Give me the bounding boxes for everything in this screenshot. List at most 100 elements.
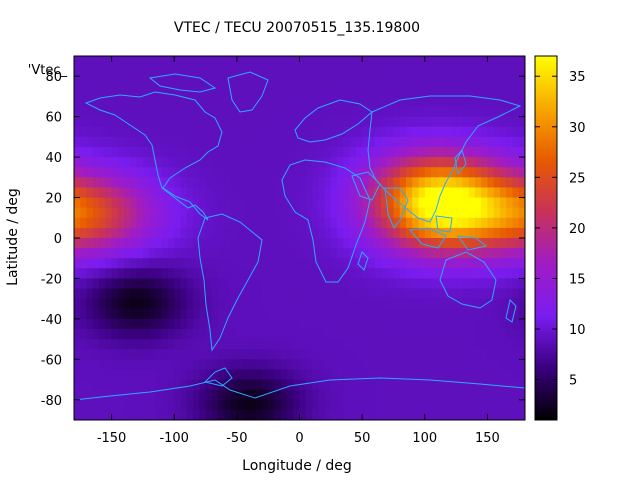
heatmap-cell [161,399,169,411]
heatmap-cell [268,106,276,118]
heatmap-cell [136,308,144,320]
heatmap-cell [117,207,125,219]
heatmap-cell [512,197,520,209]
heatmap-cell [355,157,363,168]
heatmap-cell [155,227,163,239]
heatmap-cell [437,389,445,401]
heatmap-cell [462,86,470,98]
heatmap-cell [224,359,232,371]
heatmap-cell [462,116,470,128]
heatmap-cell [124,187,131,199]
heatmap-cell [136,389,144,401]
heatmap-cell [255,308,263,320]
heatmap-cell [243,238,250,249]
heatmap-cell [468,136,476,148]
heatmap-cell [130,329,138,340]
heatmap-cell [431,278,438,290]
heatmap-cell [380,187,388,199]
heatmap-cell [261,258,269,269]
heatmap-cell [412,147,420,158]
heatmap-cell [193,106,200,118]
heatmap-cell [349,349,357,360]
heatmap-cell [230,217,238,229]
heatmap-cell [174,157,182,168]
heatmap-cell [424,318,432,330]
heatmap-cell [481,318,489,330]
heatmap-cell [387,308,395,320]
heatmap-cell [243,96,250,108]
heatmap-cell [261,409,269,420]
x-tick-label: -150 [97,431,127,446]
heatmap-cell [218,136,225,148]
heatmap-cell [86,349,94,360]
heatmap-cell [393,167,401,178]
heatmap-cell [243,76,250,87]
heatmap-cell [468,369,476,381]
heatmap-cell [167,86,175,98]
heatmap-cell [443,126,451,138]
heatmap-cell [211,288,219,300]
heatmap-cell [155,238,163,249]
heatmap-cell [255,147,263,158]
heatmap-cell [487,258,495,269]
heatmap-cell [468,339,476,350]
heatmap-cell [468,177,476,189]
heatmap-cell [293,258,301,269]
x-axis-label: Longitude / deg [242,458,352,474]
heatmap-cell [136,187,144,199]
heatmap-cell [111,308,119,320]
heatmap-cell [324,298,332,310]
heatmap-cell [518,248,525,259]
heatmap-cell [180,278,188,290]
heatmap-cell [249,238,257,249]
heatmap-cell [468,96,476,108]
heatmap-cell [362,308,369,320]
heatmap-cell [518,278,525,290]
heatmap-cell [324,147,332,158]
heatmap-cell [205,56,213,67]
heatmap-cell [124,147,131,158]
heatmap-cell [92,116,100,128]
heatmap-cell [124,258,131,269]
heatmap-cell [199,238,207,249]
heatmap-cell [380,167,388,178]
heatmap-cell [268,379,276,391]
heatmap-cell [86,278,94,290]
heatmap-cell [424,126,432,138]
heatmap-cell [243,268,250,280]
heatmap-cell [456,207,463,219]
heatmap-cell [224,86,232,98]
heatmap-cell [280,167,288,178]
heatmap-cell [211,238,219,249]
heatmap-cell [374,157,382,168]
heatmap-cell [261,288,269,300]
heatmap-cell [286,329,294,340]
heatmap-cell [412,349,420,360]
heatmap-cell [374,217,382,229]
heatmap-cell [117,258,125,269]
heatmap-cell [468,258,476,269]
heatmap-cell [142,96,150,108]
heatmap-cell [424,409,432,420]
heatmap-cell [387,389,395,401]
heatmap-cell [136,248,144,259]
heatmap-cell [343,238,351,249]
heatmap-cell [368,86,376,98]
heatmap-cell [105,86,113,98]
heatmap-cell [330,329,338,340]
heatmap-cell [293,187,301,199]
heatmap-cell [368,409,376,420]
heatmap-cell [299,136,307,148]
heatmap-cell [193,136,200,148]
heatmap-cell [243,116,250,128]
heatmap-cell [224,167,232,178]
x-tick-label: 50 [354,431,371,446]
heatmap-cell [456,298,463,310]
heatmap-cell [149,409,157,420]
heatmap-cell [111,207,119,219]
heatmap-cell [412,116,420,128]
heatmap-cell [481,359,489,371]
heatmap-cell [130,409,138,420]
heatmap-cell [518,318,525,330]
heatmap-cell [512,379,520,391]
